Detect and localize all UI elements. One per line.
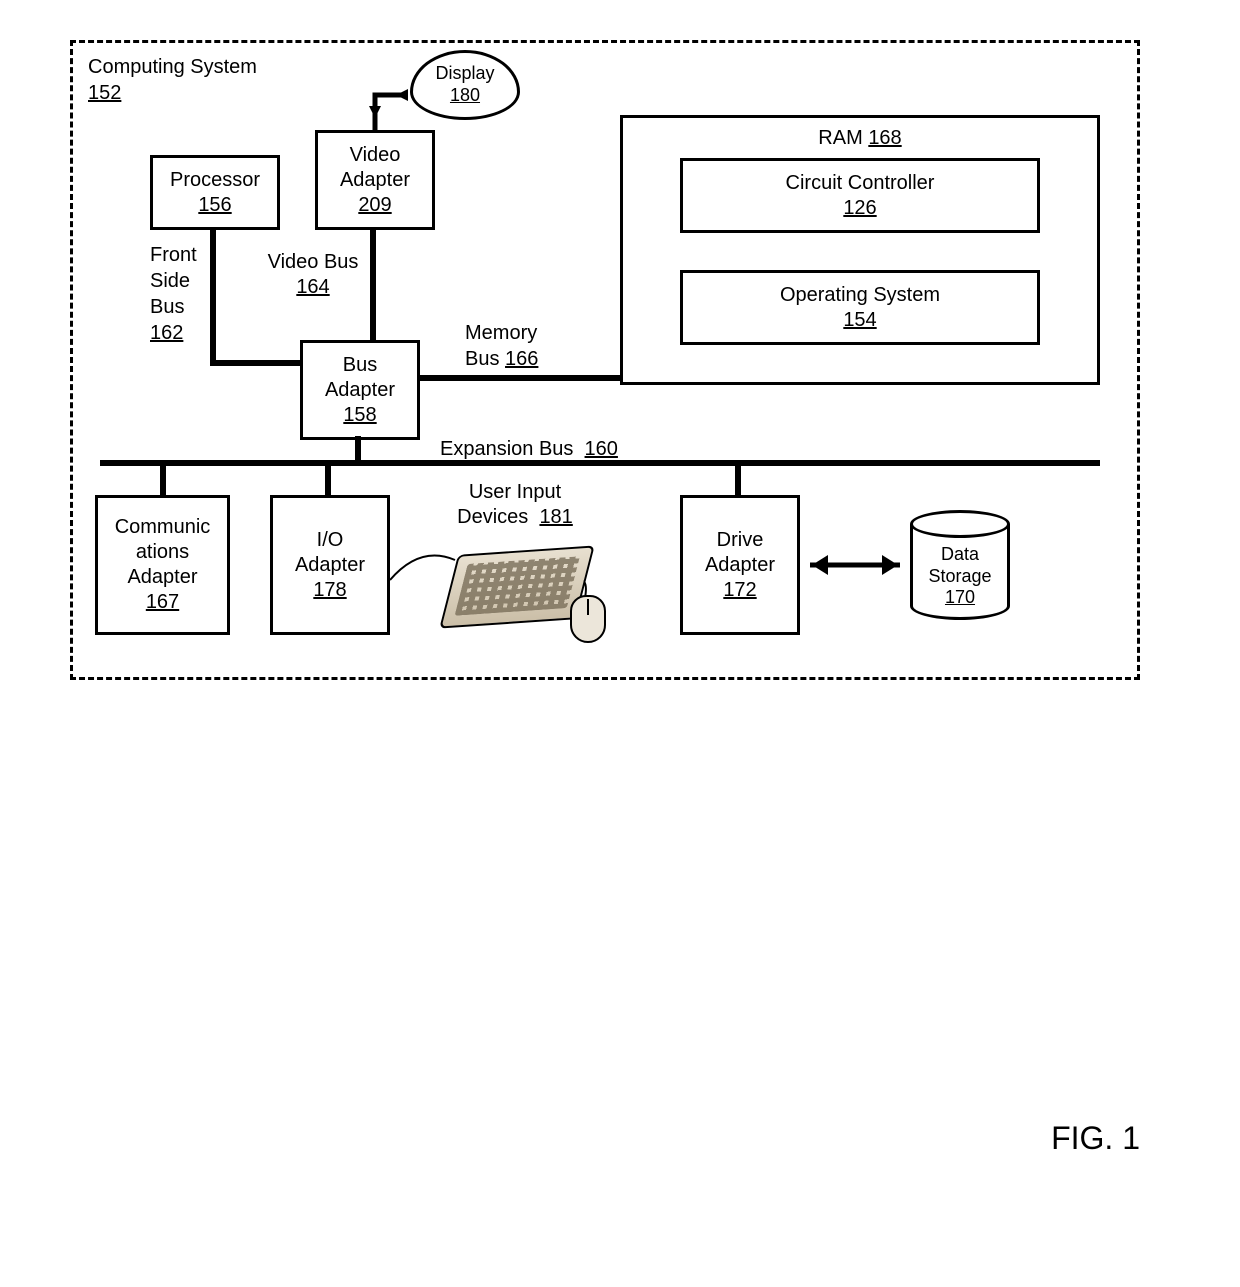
processor-title: Processor bbox=[170, 168, 260, 193]
diagram-canvas: Computing System 152 Display 180 Video A… bbox=[70, 40, 1170, 740]
drive-up-line bbox=[735, 460, 741, 495]
processor-ref: 156 bbox=[198, 193, 231, 218]
circuit-controller-node: Circuit Controller 126 bbox=[680, 158, 1040, 233]
ram-header: RAM 168 bbox=[818, 126, 901, 151]
io-up-line bbox=[325, 460, 331, 495]
data-storage-node: Data Storage 170 bbox=[910, 510, 1010, 620]
mouse-icon bbox=[570, 595, 606, 643]
display-title: Display bbox=[435, 63, 494, 85]
bus-adapter-ref: 158 bbox=[343, 403, 376, 428]
drive-adapter-node: Drive Adapter 172 bbox=[680, 495, 800, 635]
proc-down-line bbox=[210, 230, 216, 364]
expansion-bus-line bbox=[100, 460, 1100, 466]
comm-up-line bbox=[160, 460, 166, 495]
front-side-bus-label: Front Side Bus 162 bbox=[150, 242, 197, 346]
processor-node: Processor 156 bbox=[150, 155, 280, 230]
figure-caption: FIG. 1 bbox=[40, 1120, 1200, 1157]
bus-adapter-node: Bus Adapter 158 bbox=[300, 340, 420, 440]
proc-to-bus-line bbox=[210, 360, 303, 366]
system-label: Computing System 152 bbox=[88, 54, 257, 106]
video-adapter-ref: 209 bbox=[358, 193, 391, 218]
video-adapter-node: Video Adapter 209 bbox=[315, 130, 435, 230]
system-title: Computing System bbox=[88, 56, 257, 78]
video-bus-label: Video Bus 164 bbox=[258, 250, 368, 300]
system-ref: 152 bbox=[88, 82, 121, 104]
io-adapter-node: I/O Adapter 178 bbox=[270, 495, 390, 635]
os-node: Operating System 154 bbox=[680, 270, 1040, 345]
comm-adapter-node: Communic ations Adapter 167 bbox=[95, 495, 230, 635]
busadp-down-line bbox=[355, 436, 361, 464]
memory-bus-label: Memory Bus 166 bbox=[465, 320, 538, 372]
user-input-label: User Input Devices 181 bbox=[430, 480, 600, 530]
video-down-line bbox=[370, 230, 376, 340]
expansion-bus-label: Expansion Bus 160 bbox=[440, 436, 618, 462]
busadp-to-ram-line bbox=[420, 375, 620, 381]
video-adapter-l1: Video bbox=[350, 143, 401, 168]
display-ref: 180 bbox=[450, 85, 480, 107]
video-adapter-l2: Adapter bbox=[340, 168, 410, 193]
